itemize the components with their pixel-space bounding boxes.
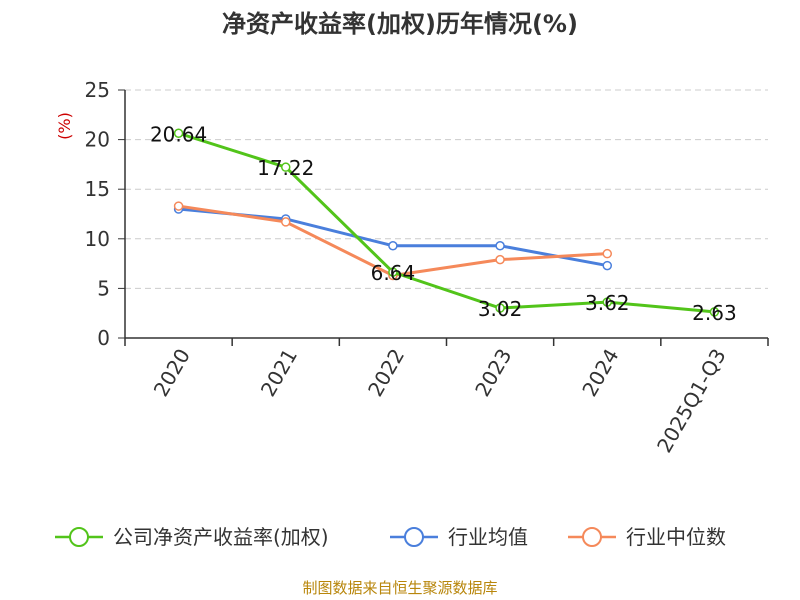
data-point bbox=[281, 217, 291, 227]
data-point bbox=[173, 201, 184, 211]
x-tick-label: 2025Q1-Q3 bbox=[652, 345, 731, 457]
data-point bbox=[388, 240, 398, 251]
y-tick-label: 5 bbox=[97, 276, 110, 300]
data-label: 3.62 bbox=[585, 291, 630, 315]
x-tick-label: 2020 bbox=[149, 345, 195, 401]
data-label: 20.64 bbox=[150, 122, 207, 146]
legend-label: 行业中位数 bbox=[626, 525, 726, 549]
chart-title: 净资产收益率(加权)历年情况(%) bbox=[222, 10, 578, 38]
y-axis-unit: (%) bbox=[55, 112, 74, 140]
y-tick-labels: 0 5 10 15 20 25 bbox=[85, 78, 125, 350]
data-point bbox=[602, 297, 612, 307]
legend-marker bbox=[404, 527, 424, 547]
y-tick-label: 25 bbox=[85, 78, 110, 102]
data-point bbox=[495, 240, 505, 251]
y-tick-label: 10 bbox=[85, 227, 110, 251]
data-label: 6.64 bbox=[371, 261, 416, 285]
legend-marker bbox=[582, 527, 602, 547]
data-point bbox=[388, 267, 398, 277]
y-tick-label: 0 bbox=[97, 326, 110, 350]
legend-label: 公司净资产收益率(加权) bbox=[113, 525, 329, 549]
legend-label: 行业均值 bbox=[448, 525, 528, 549]
data-label: 3.02 bbox=[478, 297, 523, 321]
data-labels: 20.64 17.22 6.64 3.02 3.62 2.63 bbox=[150, 122, 737, 325]
legend-marker bbox=[69, 527, 89, 547]
x-tick-label: 2023 bbox=[470, 345, 516, 401]
series-lines bbox=[173, 128, 720, 317]
data-label: 17.22 bbox=[257, 156, 314, 180]
axes bbox=[124, 90, 769, 346]
data-point bbox=[602, 248, 612, 259]
x-tick-labels: 2020 2021 2022 2023 2024 2025Q1-Q3 bbox=[149, 345, 731, 457]
data-point bbox=[709, 307, 720, 317]
grid-lines bbox=[125, 89, 768, 289]
data-point bbox=[281, 162, 291, 172]
series-line bbox=[178, 131, 715, 314]
x-tick-label: 2022 bbox=[363, 345, 409, 401]
source-note: 制图数据来自恒生聚源数据库 bbox=[302, 579, 497, 597]
data-label: 2.63 bbox=[692, 301, 737, 325]
data-point bbox=[602, 260, 612, 271]
legend[interactable]: 公司净资产收益率(加权) 行业均值 行业中位数 bbox=[55, 525, 726, 549]
data-point bbox=[495, 303, 505, 313]
data-point bbox=[495, 254, 505, 265]
data-point bbox=[173, 128, 184, 139]
y-tick-label: 20 bbox=[85, 128, 110, 152]
x-tick-label: 2021 bbox=[256, 345, 302, 401]
x-tick-label: 2024 bbox=[577, 345, 623, 401]
y-tick-label: 15 bbox=[85, 177, 110, 201]
